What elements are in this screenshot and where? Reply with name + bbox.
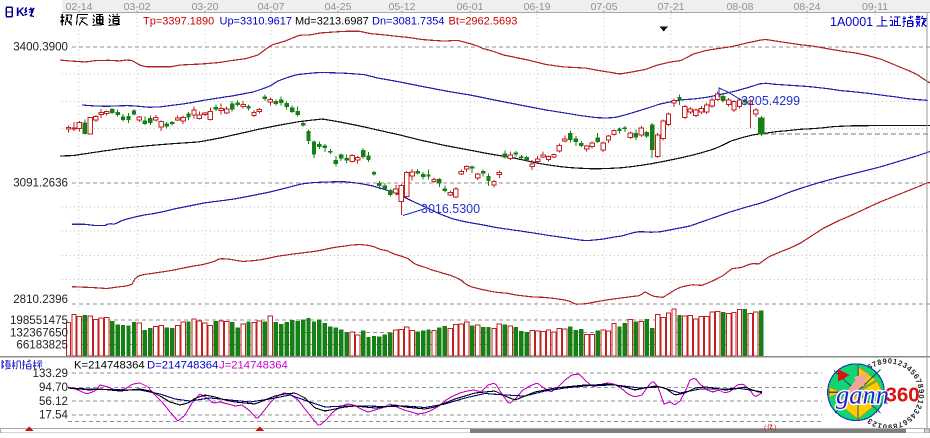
svg-text:K: K (16, 5, 25, 19)
svg-text:66183825: 66183825 (16, 339, 68, 352)
svg-text:1A0001: 1A0001 (830, 15, 873, 29)
svg-text:133.29: 133.29 (33, 367, 68, 380)
svg-text:3400.3900: 3400.3900 (13, 41, 68, 54)
svg-text:K=214748364: K=214748364 (74, 360, 145, 372)
svg-text:J=214748364: J=214748364 (219, 360, 288, 372)
svg-text:3205.4299: 3205.4299 (741, 94, 800, 108)
svg-text:gann: gann (836, 380, 889, 410)
svg-text:Tp=3397.1890: Tp=3397.1890 (143, 16, 214, 28)
svg-text:2810.2396: 2810.2396 (13, 293, 68, 306)
svg-text:132367650: 132367650 (10, 326, 68, 339)
svg-text:): ) (774, 425, 776, 432)
svg-text:94.70: 94.70 (39, 381, 68, 394)
svg-text:Dn=3081.7354: Dn=3081.7354 (372, 16, 444, 28)
svg-text:360: 360 (886, 384, 920, 407)
svg-text:198551475: 198551475 (10, 314, 68, 327)
svg-text:Bt=2962.5693: Bt=2962.5693 (449, 16, 518, 28)
svg-text:56.12: 56.12 (39, 395, 68, 408)
svg-text:Up=3310.9617: Up=3310.9617 (220, 16, 292, 28)
svg-text:Md=3213.6987: Md=3213.6987 (295, 16, 369, 28)
svg-text:D=214748364: D=214748364 (147, 360, 218, 372)
svg-text:3016.5300: 3016.5300 (421, 202, 480, 216)
svg-text:3091.2636: 3091.2636 (13, 177, 68, 190)
svg-text:17.54: 17.54 (39, 409, 69, 422)
